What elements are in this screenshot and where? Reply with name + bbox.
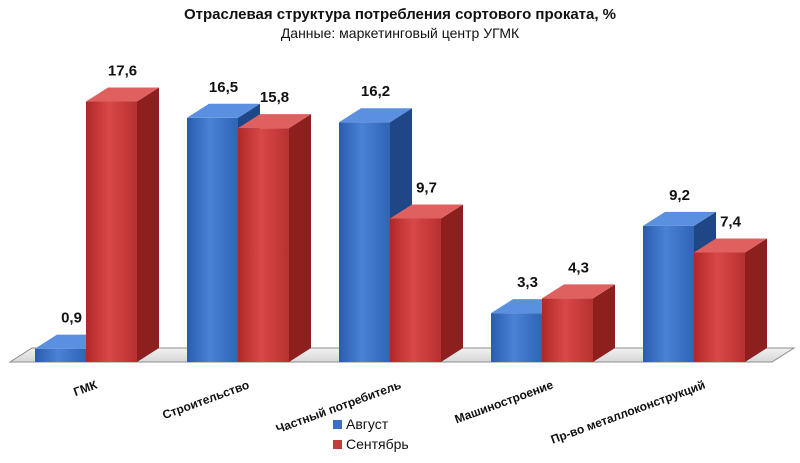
- value-label-september-1: 15,8: [260, 89, 289, 106]
- bar-september-0: [86, 87, 159, 363]
- bar-front: [339, 122, 390, 363]
- bar-top: [694, 238, 767, 253]
- bar-september-4: [694, 238, 767, 362]
- bar-top: [390, 204, 463, 219]
- bar-september-3: [542, 284, 615, 362]
- bar-top: [187, 103, 260, 118]
- bar-top: [238, 114, 311, 129]
- bar-side: [441, 204, 463, 362]
- bar-front: [643, 225, 694, 362]
- tick-label-4: Пр-во металлоконструкций: [549, 378, 707, 447]
- bar-september-2: [390, 204, 463, 362]
- bar-side: [745, 238, 767, 362]
- bar-front: [694, 252, 745, 362]
- bar-front: [35, 348, 86, 362]
- value-label-august-1: 16,5: [209, 79, 238, 96]
- bar-front: [491, 313, 542, 362]
- bar-top: [542, 284, 615, 299]
- bar-side: [593, 284, 615, 362]
- value-label-august-0: 0,9: [61, 310, 82, 327]
- bar-top: [339, 108, 412, 123]
- legend-label-september: Сентябрь: [346, 436, 409, 452]
- legend: Август Сентябрь: [333, 414, 409, 454]
- tick-label-3: Машиностроение: [453, 378, 556, 427]
- legend-item-august: Август: [333, 414, 409, 434]
- value-label-august-4: 9,2: [669, 187, 690, 204]
- bar-front: [390, 218, 441, 362]
- value-label-august-2: 16,2: [361, 83, 390, 100]
- bar-front: [542, 298, 593, 362]
- bar-side: [289, 114, 311, 362]
- bar-front: [187, 117, 238, 362]
- bar-september-1: [238, 114, 311, 362]
- bar-top: [86, 87, 159, 102]
- bar-front: [86, 101, 137, 363]
- tick-label-0: ГМК: [72, 377, 100, 399]
- value-label-august-3: 3,3: [517, 274, 538, 291]
- bar-front: [238, 128, 289, 362]
- value-label-september-3: 4,3: [568, 259, 589, 276]
- bar-top: [643, 211, 716, 226]
- bar-side: [137, 87, 159, 363]
- tick-label-1: Строительство: [161, 378, 252, 422]
- value-label-september-2: 9,7: [416, 179, 437, 196]
- legend-label-august: Август: [346, 416, 389, 432]
- legend-swatch-september: [333, 439, 342, 449]
- legend-item-september: Сентябрь: [333, 434, 409, 454]
- chart-title: Отраслевая структура потребления сортово…: [183, 6, 617, 23]
- value-label-september-0: 17,6: [108, 63, 137, 80]
- value-label-september-4: 7,4: [720, 213, 742, 230]
- legend-swatch-august: [333, 419, 342, 429]
- chart-subtitle: Данные: маркетинговый центр УГМК: [280, 25, 520, 41]
